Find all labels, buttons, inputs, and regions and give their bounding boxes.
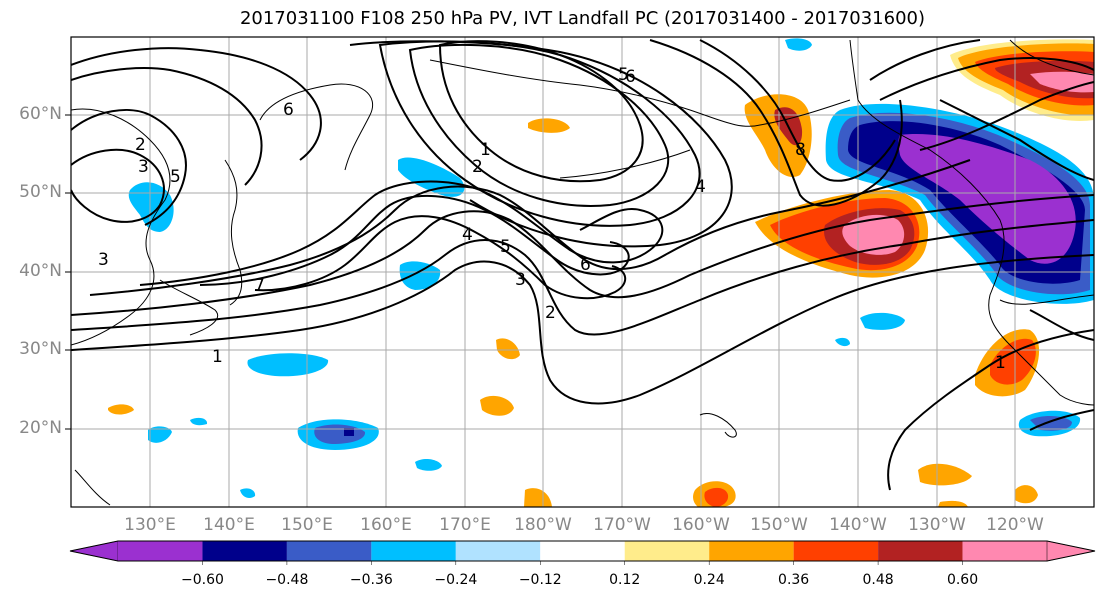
contour-label: 3: [515, 270, 526, 290]
lon-label: 180°W: [514, 515, 572, 535]
lon-label: 170°W: [593, 515, 651, 535]
colorbar-segment: [709, 541, 794, 561]
lat-label-30n: 30°N: [19, 339, 62, 359]
colorbar-segment: [878, 541, 963, 561]
lon-label: 140°E: [203, 515, 255, 535]
colorbar-tick-label: −0.12: [518, 572, 562, 588]
lat-label-20n: 20°N: [19, 418, 62, 438]
contour-labels: 2 3 5 3 1 7 6 6 5 4 5 3 2 6 1 2 4 8 1: [98, 65, 1006, 373]
contour-label: 5: [500, 237, 511, 257]
lon-label: 130°E: [124, 515, 176, 535]
colorbar: [69, 540, 1096, 565]
lon-label: 130°W: [908, 515, 966, 535]
lon-label: 140°W: [829, 515, 887, 535]
colorbar-segment: [202, 541, 287, 561]
colorbar-segment: [371, 541, 456, 561]
lon-label: 170°E: [439, 515, 491, 535]
lon-label: 160°E: [360, 515, 412, 535]
contour-label: 6: [580, 255, 591, 275]
contour-label: 1: [480, 140, 491, 160]
contour-label: 2: [135, 135, 146, 155]
coastlines: [71, 39, 1094, 506]
contour-label: 5: [170, 167, 181, 187]
colorbar-tick-label: 0.36: [778, 572, 810, 588]
colorbar-extend-min: [69, 540, 119, 562]
lon-label: 150°E: [281, 515, 333, 535]
colorbar-outline: [69, 540, 1096, 562]
colorbar-segment: [793, 541, 879, 561]
lat-label-50n: 50°N: [19, 182, 62, 202]
map-plot-area: 2 3 5 3 1 7 6 6 5 4 5 3 2 6 1 2 4 8 1: [71, 37, 1094, 507]
colorbar-tick-label: −0.24: [434, 572, 478, 588]
lat-label-40n: 40°N: [19, 261, 62, 281]
contour-label: 5: [618, 65, 629, 85]
contour-label: 4: [695, 177, 706, 197]
contour-label: 4: [462, 225, 473, 245]
contour-label: 1: [995, 353, 1006, 373]
colorbar-extend-max: [1046, 540, 1096, 562]
colorbar-segment: [118, 541, 203, 561]
contour-label: 1: [212, 347, 223, 367]
colorbar-tick-label: 0.12: [609, 572, 641, 588]
contour-label: 6: [283, 100, 294, 120]
contour-label: 3: [98, 250, 109, 270]
lon-label: 150°W: [750, 515, 808, 535]
colorbar-segment: [540, 541, 625, 561]
colorbar-tick-label: 0.48: [862, 572, 894, 588]
lon-label: 120°W: [986, 515, 1044, 535]
colorbar-segment: [624, 541, 710, 561]
colorbar-segment: [286, 541, 372, 561]
contour-label: 6: [625, 67, 636, 87]
colorbar-tick-label: −0.36: [349, 572, 393, 588]
colorbar-segment: [962, 541, 1047, 561]
colorbar-tick-label: 0.24: [693, 572, 725, 588]
contour-label: 2: [472, 157, 483, 177]
contour-label: 7: [254, 276, 265, 296]
contour-label: 8: [795, 140, 806, 160]
colorbar-tick-label: 0.60: [946, 572, 979, 588]
colorbar-tick-label: −0.60: [181, 572, 224, 588]
colorbar-tick-label: −0.48: [265, 572, 309, 588]
lon-label: 160°W: [672, 515, 730, 535]
pv-contours: [71, 39, 1094, 491]
axis-ticks: [65, 114, 71, 430]
contour-label: 3: [138, 157, 149, 177]
contour-label: 2: [545, 303, 556, 323]
map-title: 2017031100 F108 250 hPa PV, IVT Landfall…: [239, 8, 926, 29]
lat-label-60n: 60°N: [19, 104, 62, 124]
colorbar-segment: [455, 541, 541, 561]
